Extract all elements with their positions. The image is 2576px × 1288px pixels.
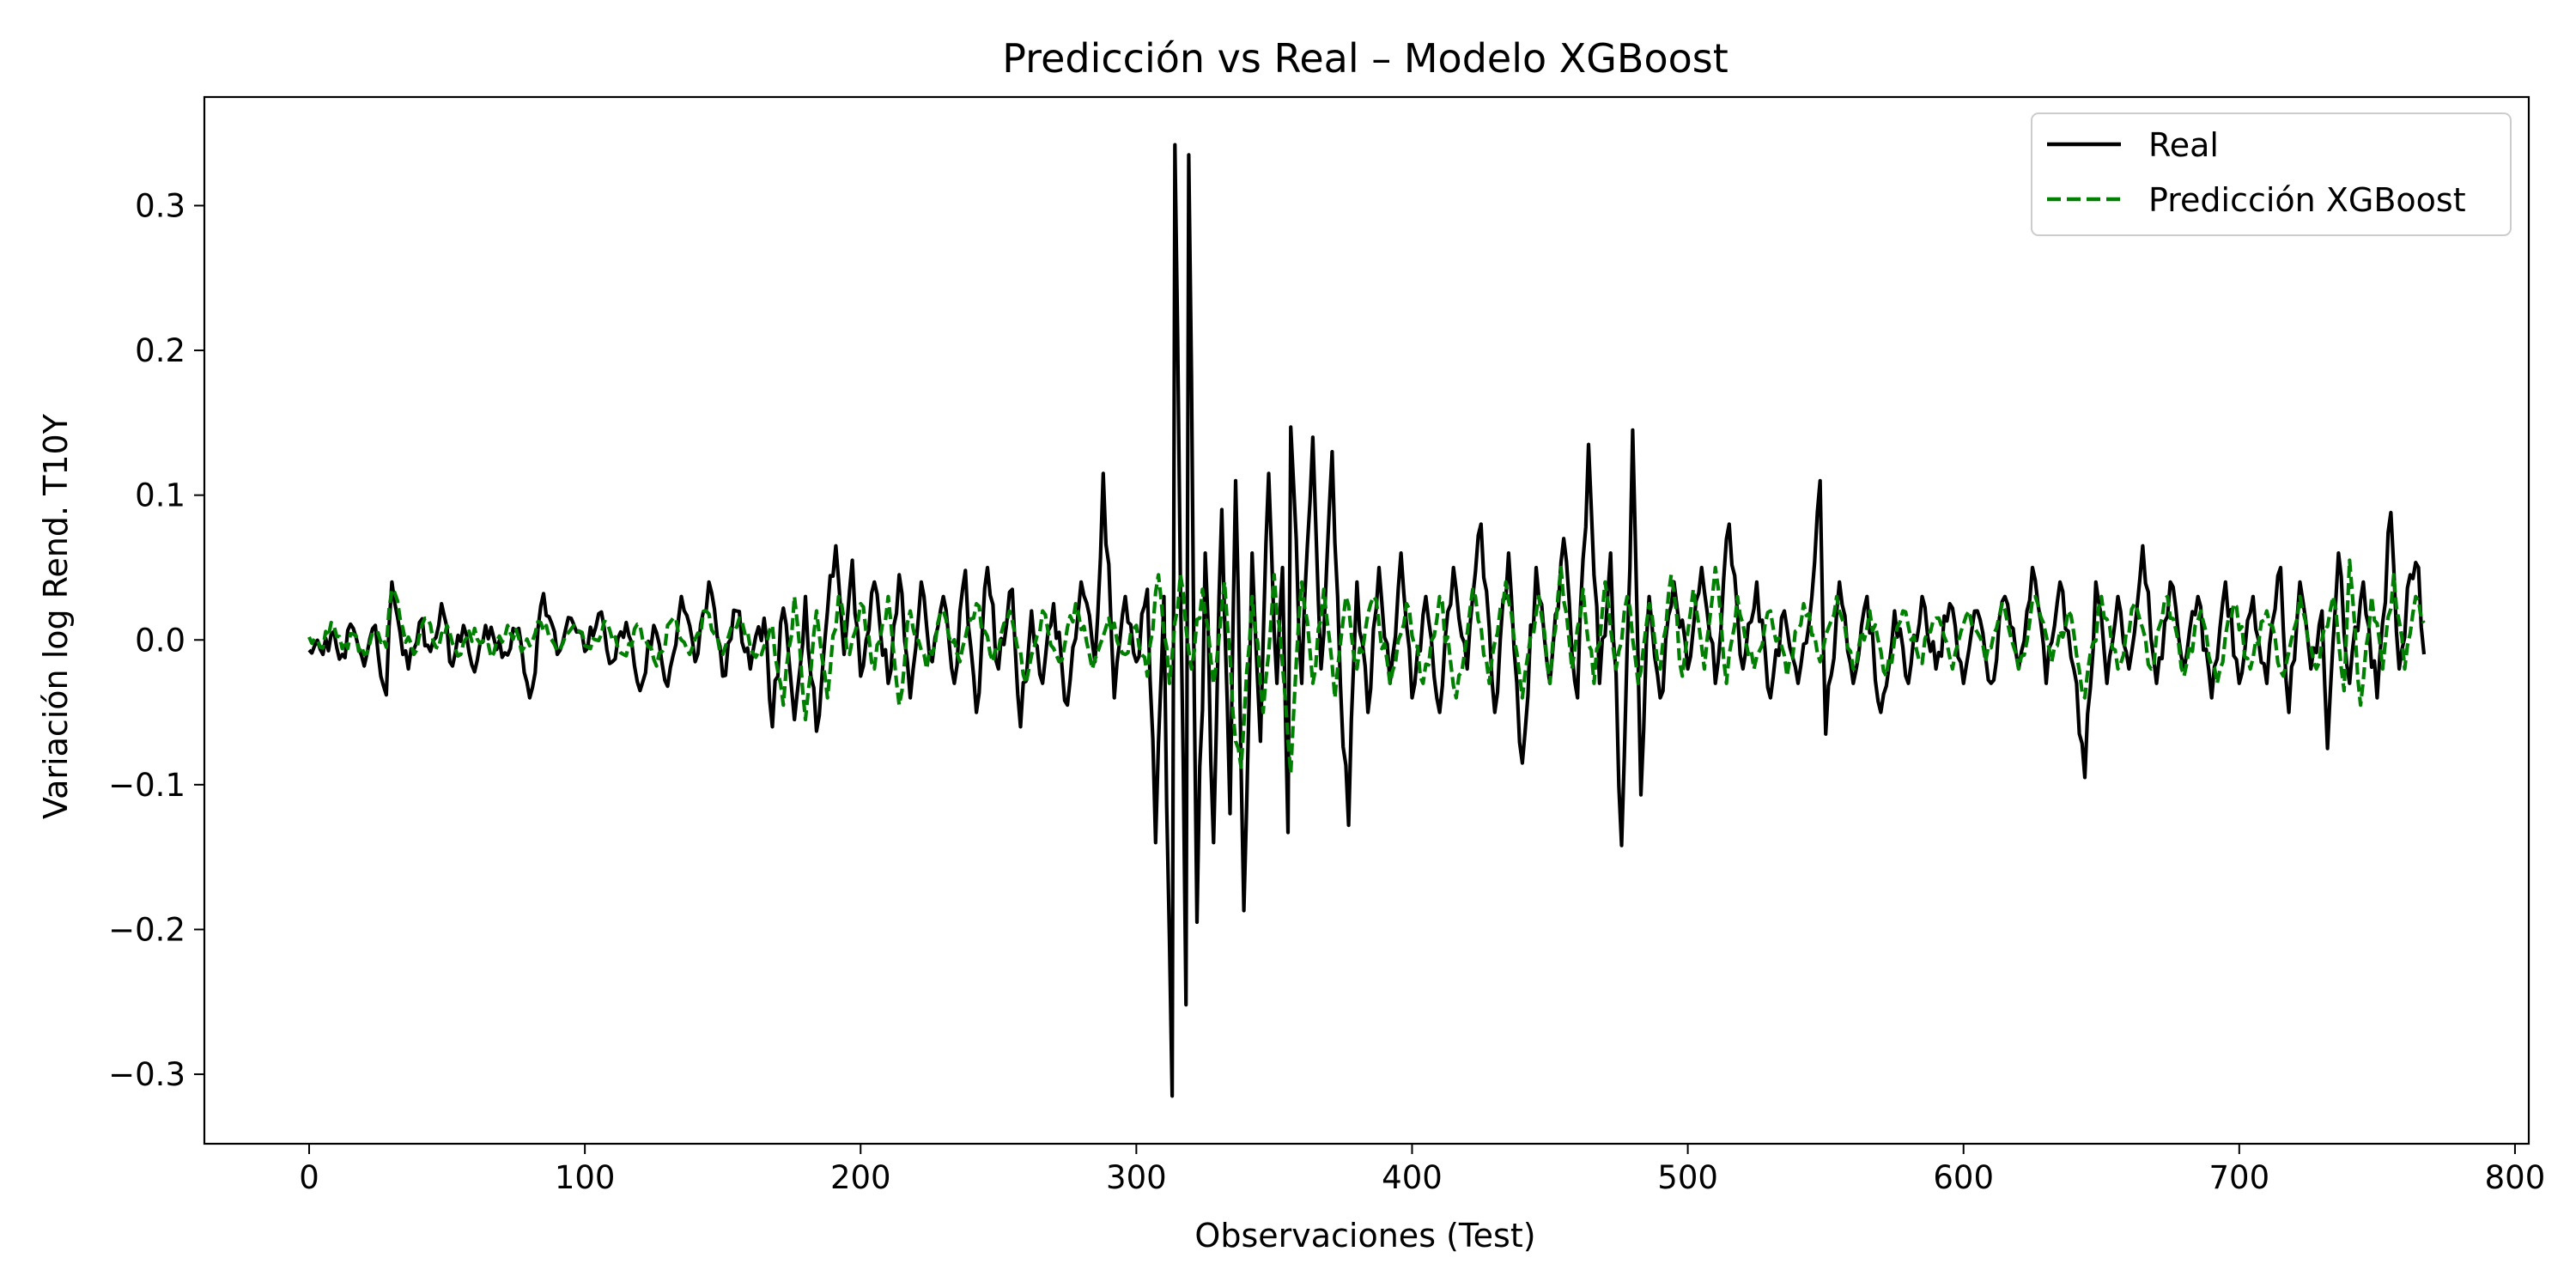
x-tick-label: 300 bbox=[1106, 1159, 1167, 1196]
chart-title: Predicción vs Real – Modelo XGBoost bbox=[1002, 35, 1728, 82]
plot-lines bbox=[307, 143, 2427, 1098]
legend-label-prediction: Predicción XGBoost bbox=[2148, 181, 2466, 219]
x-tick-label: 600 bbox=[1933, 1159, 1994, 1196]
y-tick-label: −0.3 bbox=[108, 1056, 185, 1093]
y-tick-label: 0.0 bbox=[135, 622, 185, 659]
y-tick-label: −0.1 bbox=[108, 767, 185, 804]
series-prediction-line bbox=[307, 558, 2426, 775]
series-real-line bbox=[307, 143, 2427, 1098]
x-axis-ticks: 0 100 200 300 400 500 600 700 800 bbox=[299, 1144, 2545, 1196]
y-tick-label: 0.1 bbox=[135, 477, 185, 514]
legend: Real Predicción XGBoost bbox=[2031, 112, 2512, 236]
x-axis-label: Observaciones (Test) bbox=[1194, 1217, 1535, 1255]
x-tick-label: 800 bbox=[2485, 1159, 2546, 1196]
x-tick-label: 700 bbox=[2209, 1159, 2270, 1196]
x-tick-label: 100 bbox=[555, 1159, 616, 1196]
legend-label-real: Real bbox=[2148, 126, 2219, 164]
x-tick-label: 400 bbox=[1382, 1159, 1443, 1196]
y-tick-label: 0.3 bbox=[135, 187, 185, 224]
y-axis-ticks: −0.3 −0.2 −0.1 0.0 0.1 0.2 0.3 bbox=[108, 187, 204, 1093]
y-axis-label: Variación log Rend. T10Y bbox=[37, 413, 75, 819]
y-tick-label: 0.2 bbox=[135, 332, 185, 369]
x-tick-label: 0 bbox=[299, 1159, 319, 1196]
x-tick-label: 500 bbox=[1657, 1159, 1718, 1196]
legend-box bbox=[2031, 112, 2512, 236]
plot-frame bbox=[203, 95, 2530, 1145]
y-tick-label: −0.2 bbox=[108, 911, 185, 948]
x-tick-label: 200 bbox=[830, 1159, 891, 1196]
